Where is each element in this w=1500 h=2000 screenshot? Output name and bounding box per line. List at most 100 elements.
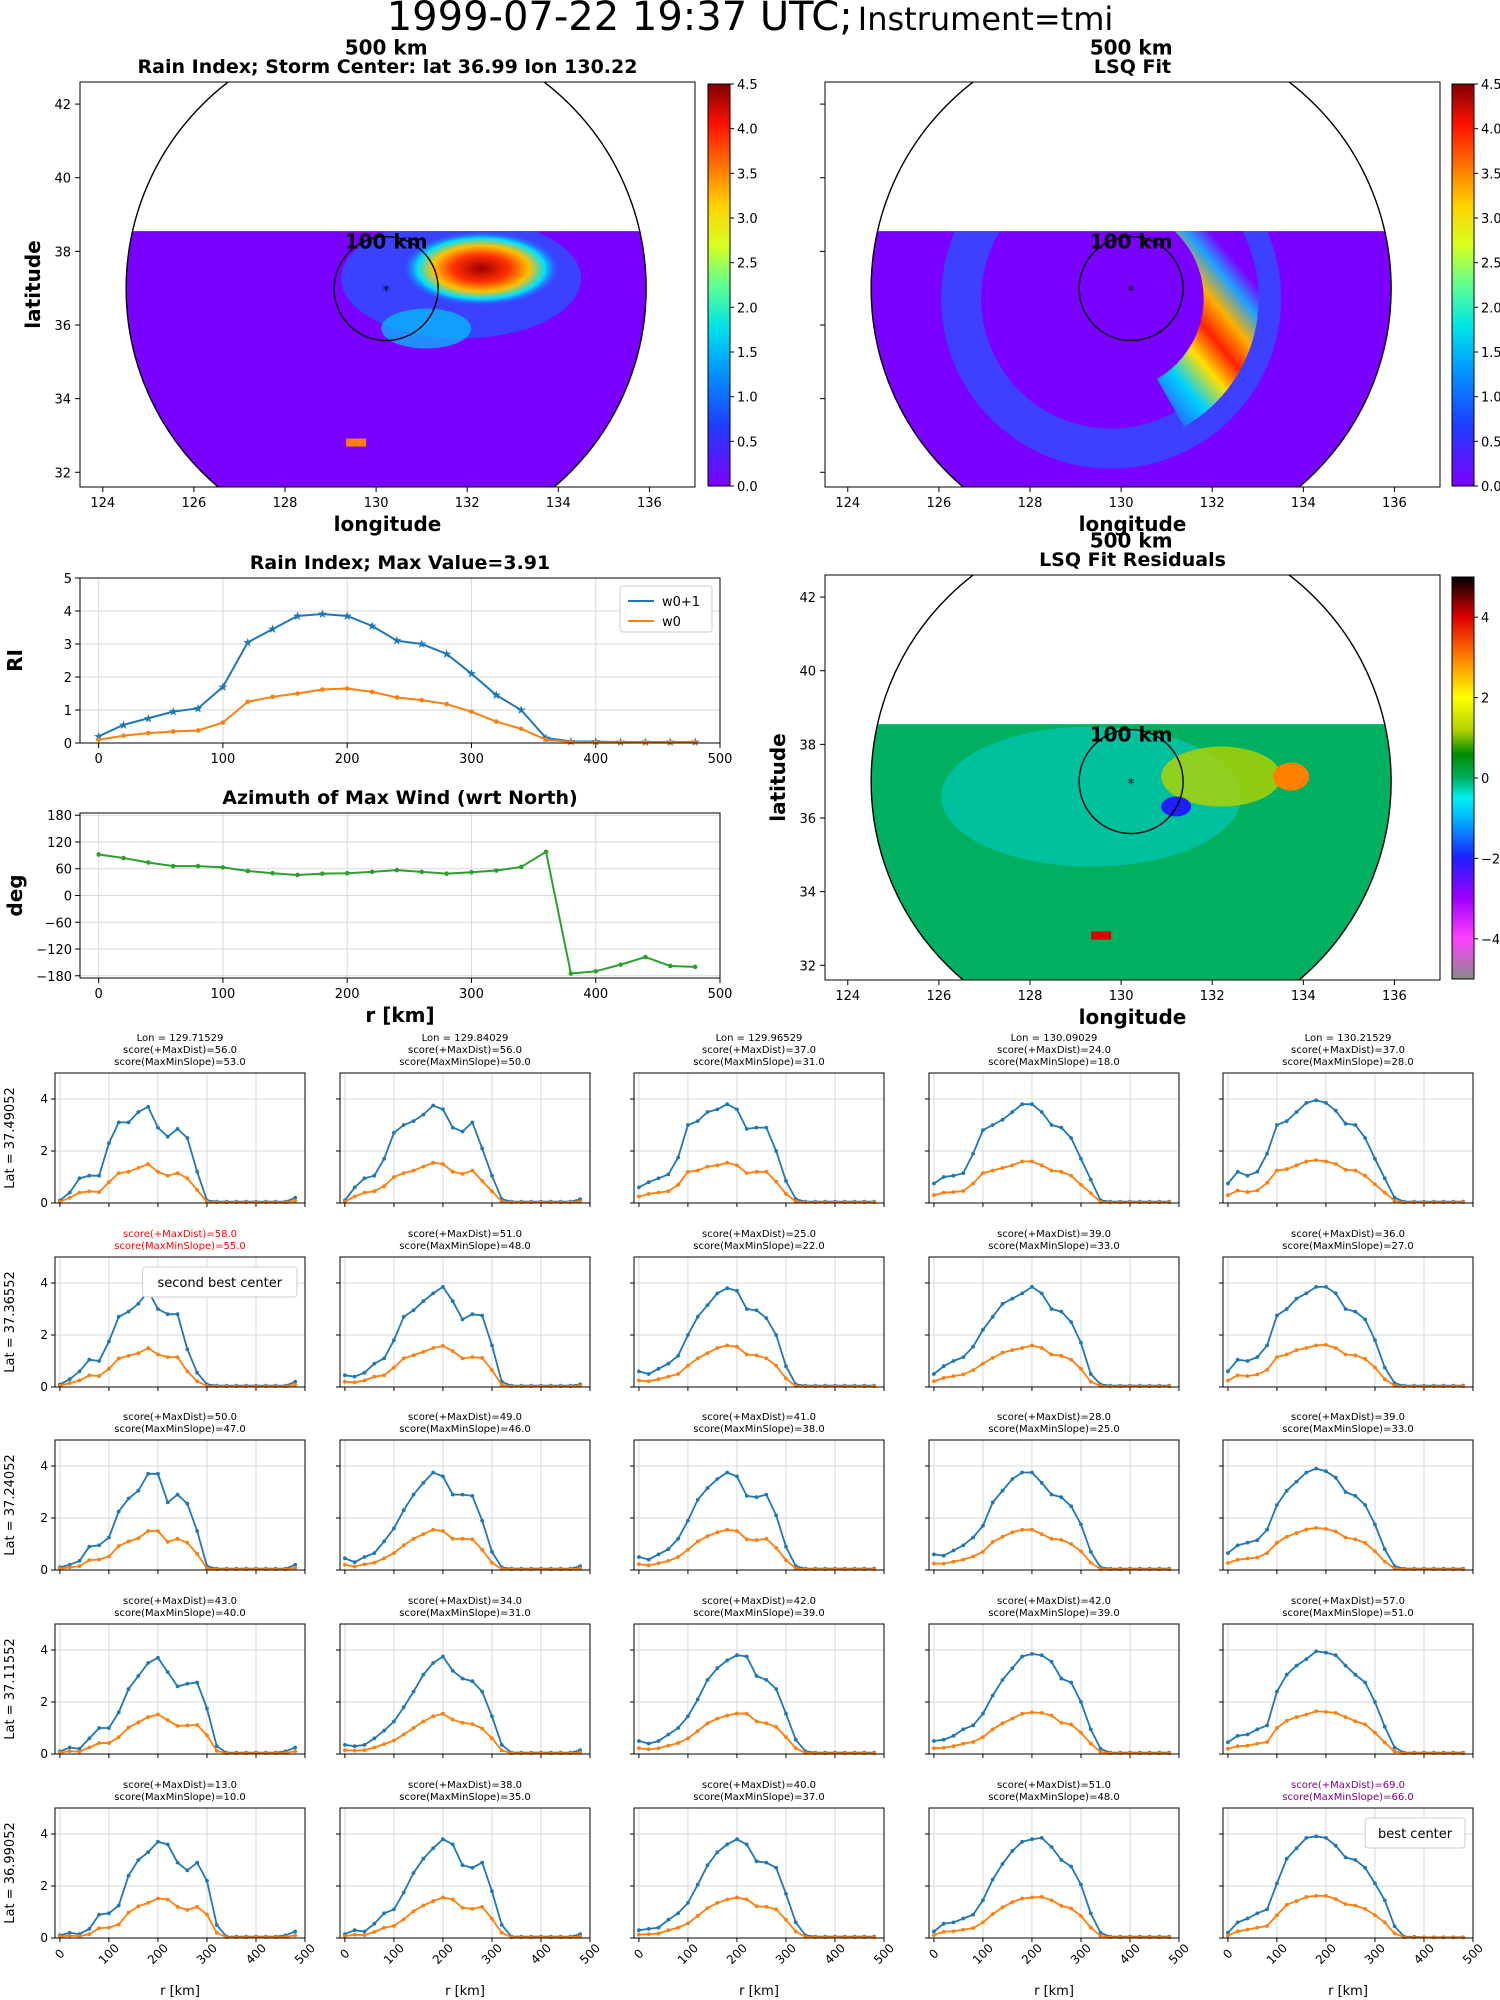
data-point bbox=[185, 1369, 190, 1374]
data-point bbox=[646, 1192, 651, 1196]
data-point bbox=[165, 1718, 170, 1723]
data-point bbox=[96, 737, 101, 742]
colorbar-tick-label: 3.0 bbox=[737, 212, 758, 227]
data-point bbox=[548, 1200, 553, 1205]
data-point bbox=[1314, 1525, 1319, 1530]
panel-frame bbox=[928, 1072, 1180, 1204]
data-point bbox=[1314, 1466, 1319, 1471]
data-point bbox=[1373, 1156, 1377, 1161]
data-point bbox=[214, 1200, 219, 1205]
data-point bbox=[1451, 1751, 1456, 1756]
data-point bbox=[77, 1564, 82, 1568]
data-point bbox=[450, 1492, 455, 1497]
score-maxminslope: score(MaxMinSlope)=33.0 bbox=[1282, 1424, 1413, 1435]
data-point bbox=[372, 1361, 377, 1366]
data-point bbox=[372, 1551, 377, 1555]
data-point bbox=[175, 1492, 180, 1497]
data-point bbox=[1088, 1925, 1093, 1930]
data-point bbox=[1333, 1711, 1338, 1715]
suptitle-sub: Instrument=tmi bbox=[857, 0, 1114, 38]
data-point bbox=[1030, 1527, 1034, 1532]
data-point bbox=[116, 1171, 121, 1175]
storm-center-marker: * bbox=[383, 284, 390, 300]
map-frame bbox=[824, 574, 1441, 981]
data-point bbox=[165, 1897, 170, 1902]
data-point bbox=[1010, 1110, 1015, 1114]
data-point bbox=[136, 1904, 141, 1909]
data-point bbox=[195, 1680, 200, 1685]
data-point bbox=[558, 1935, 563, 1940]
data-point bbox=[1294, 1296, 1299, 1301]
data-point bbox=[293, 1379, 298, 1384]
data-point bbox=[470, 1537, 475, 1542]
data-point bbox=[295, 691, 300, 696]
data-point bbox=[1000, 1905, 1005, 1910]
data-point bbox=[362, 1378, 367, 1383]
x-tick-label: 126 bbox=[181, 496, 206, 511]
data-point bbox=[362, 1190, 367, 1195]
colorbar bbox=[1451, 576, 1475, 980]
data-point bbox=[1226, 1561, 1230, 1565]
data-point bbox=[705, 1110, 710, 1114]
data-point bbox=[842, 1567, 847, 1572]
data-point bbox=[444, 701, 449, 707]
grid-panel: score(MaxMinSlope)=38.0score(+MaxDist)=4… bbox=[630, 1412, 885, 1574]
data-point bbox=[1059, 1676, 1064, 1681]
score-maxminslope: score(MaxMinSlope)=18.0 bbox=[988, 1057, 1119, 1068]
data-point bbox=[961, 1189, 966, 1193]
data-point bbox=[185, 1908, 190, 1912]
data-point bbox=[1333, 1843, 1338, 1848]
data-point bbox=[126, 1169, 131, 1174]
data-point bbox=[1049, 1168, 1054, 1173]
data-point bbox=[87, 1544, 92, 1549]
data-point bbox=[990, 1540, 995, 1544]
x-tick-label: 132 bbox=[1200, 496, 1225, 511]
data-point bbox=[214, 1930, 219, 1935]
data-point bbox=[1324, 1893, 1328, 1898]
data-point bbox=[666, 1189, 671, 1194]
data-point bbox=[1382, 1920, 1387, 1925]
series-line-0 bbox=[638, 1287, 875, 1387]
x-tick-label: 130 bbox=[364, 496, 389, 511]
data-point bbox=[1343, 1715, 1348, 1719]
data-point bbox=[156, 1125, 160, 1130]
x-tick-label: 0 bbox=[52, 1946, 67, 1961]
data-point bbox=[784, 1192, 788, 1196]
data-point bbox=[1304, 1527, 1309, 1532]
data-point bbox=[961, 1916, 966, 1921]
data-point bbox=[254, 1200, 258, 1205]
data-point bbox=[568, 1935, 573, 1940]
data-point bbox=[862, 1567, 867, 1572]
data-point bbox=[1020, 1470, 1025, 1475]
grid-panel: 0 100 200 300 400 500 score(MaxMinSlope)=66.0s… bbox=[1219, 1780, 1486, 1999]
x-tick-label: 134 bbox=[1291, 496, 1316, 511]
data-point bbox=[1088, 1741, 1093, 1746]
data-point bbox=[1431, 1567, 1436, 1572]
map-title: LSQ Fit bbox=[1094, 56, 1171, 78]
data-point bbox=[990, 1314, 995, 1319]
data-point bbox=[470, 1120, 475, 1125]
x-tick-label: 300 bbox=[459, 987, 484, 1002]
data-point bbox=[862, 1935, 867, 1940]
series-line-1 bbox=[933, 1528, 1170, 1571]
data-point bbox=[1324, 1527, 1328, 1531]
data-point bbox=[1255, 1741, 1260, 1746]
data-point bbox=[666, 1547, 671, 1552]
data-point bbox=[67, 1745, 72, 1750]
data-point bbox=[1108, 1200, 1113, 1205]
data-point bbox=[1157, 1200, 1162, 1205]
data-point bbox=[136, 1351, 141, 1356]
data-point bbox=[754, 1353, 759, 1358]
score-maxdist: score(+MaxDist)=41.0 bbox=[702, 1412, 816, 1423]
annotation-label: best center bbox=[1378, 1827, 1453, 1842]
data-point bbox=[401, 1705, 406, 1710]
data-point bbox=[1304, 1895, 1309, 1899]
data-point bbox=[1137, 1384, 1142, 1389]
data-point bbox=[1333, 1897, 1338, 1901]
data-point bbox=[764, 1125, 769, 1130]
grid-panel: 0 2 4 score(MaxMinSlope)=55.0score(+MaxDist… bbox=[40, 1229, 306, 1394]
data-point bbox=[971, 1554, 976, 1559]
data-point bbox=[175, 1355, 180, 1359]
annotation-label: second best center bbox=[158, 1276, 283, 1291]
data-point bbox=[214, 1744, 219, 1749]
